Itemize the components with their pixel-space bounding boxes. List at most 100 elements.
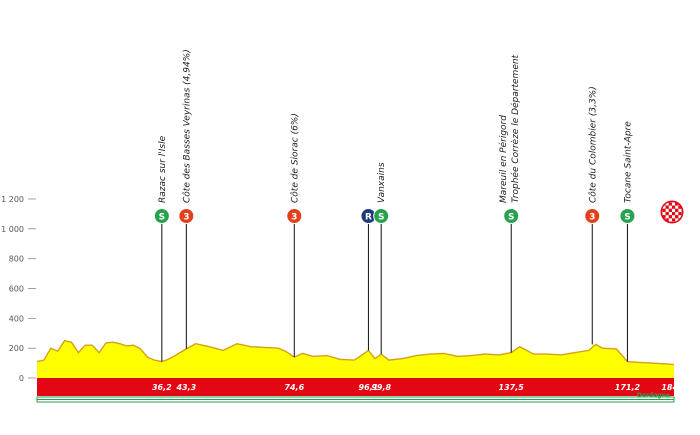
finish-marker [660, 200, 684, 224]
marker-letter: 3 [589, 212, 595, 222]
distance-band [37, 378, 674, 396]
climb-marker [286, 208, 303, 224]
finish-check [668, 205, 672, 209]
finish-check [675, 215, 679, 219]
finish-check [662, 212, 666, 216]
km-value-label: 137,5 [499, 383, 525, 392]
point-label: Mareuil en Périgord [498, 115, 509, 203]
finish-check [668, 215, 672, 219]
y-tick-label: 200 [9, 344, 24, 353]
finish-check [665, 215, 669, 219]
distance-band-bar [37, 378, 674, 396]
marker-letter: R [365, 212, 372, 222]
finish-check [672, 215, 676, 219]
profile-line [36, 339, 675, 366]
finish-check [678, 205, 682, 209]
finish-check [665, 202, 669, 206]
marker-letter: 3 [183, 212, 189, 222]
km-value-label: 74,6 [284, 383, 304, 392]
route-points: S Razac sur l'Isle 36,2 3 Côte des Basses Ve… [152, 49, 691, 392]
finish-check [681, 218, 682, 222]
finish-check [681, 208, 682, 212]
region-strip: Dordogne [36, 392, 675, 403]
sprint-marker [153, 208, 170, 224]
finish-check [672, 205, 676, 209]
finish-check [668, 208, 672, 212]
km-value-label: 184,7 [661, 383, 687, 392]
finish-check [678, 215, 682, 219]
finish-check [662, 208, 666, 212]
finish-check [675, 205, 679, 209]
y-tick-label: 600 [9, 285, 24, 294]
finish-check [678, 202, 682, 203]
km-value-label: 96,1 [359, 383, 379, 392]
climb-marker [584, 208, 601, 224]
finish-check [668, 221, 672, 222]
finish-check [672, 202, 676, 206]
finish-check [681, 212, 682, 216]
finish-check [662, 205, 666, 209]
region-label: Dordogne [637, 392, 670, 399]
finish-check [662, 215, 666, 219]
km-unit-label: Km [676, 383, 691, 392]
finish-check [662, 221, 663, 222]
marker-letter: S [508, 212, 514, 222]
y-tick-label: 800 [9, 255, 24, 264]
point-label: Tocane Saint-Apre [623, 121, 633, 203]
finish-check [662, 202, 663, 206]
finish-check [668, 212, 672, 216]
finish-check [681, 202, 682, 206]
finish-check [681, 221, 682, 222]
marker-letter: 3 [291, 212, 297, 222]
finish-checks [662, 202, 682, 222]
km-value-label: 171,2 [615, 383, 641, 392]
y-tick-label: 0 [19, 374, 24, 383]
y-tick-label: 1 200 [1, 195, 24, 204]
sprint-marker [503, 208, 520, 224]
finish-check [662, 212, 663, 216]
finish-check [678, 221, 682, 222]
finish-check [678, 212, 682, 216]
marker-letter: S [378, 212, 384, 222]
point-label: Côte de Siorac (6%) [289, 113, 300, 203]
y-axis: 0 200 400 600 800 1 000 1 200 [1, 195, 36, 383]
finish-check [672, 212, 676, 216]
finish-check [675, 212, 679, 216]
finish-check [675, 202, 679, 206]
point-label: Côte du Colombier (3,3%) [587, 86, 598, 203]
sprint-marker [373, 208, 390, 224]
finish-check [668, 218, 672, 222]
km-value-label: 99,8 [371, 383, 391, 392]
point-label: Razac sur l'Isle [158, 135, 168, 203]
km-value-label: 36,2 [152, 383, 172, 392]
finish-check [672, 202, 676, 203]
marker-letter: S [159, 212, 165, 222]
elevation-profile [36, 339, 675, 378]
climb-marker [178, 208, 195, 224]
finish-check [675, 208, 679, 212]
finish-check [672, 221, 676, 222]
finish-check [662, 221, 666, 222]
finish-check [668, 202, 672, 206]
y-tick-label: 400 [9, 314, 24, 323]
finish-check [662, 202, 663, 203]
finish-check [672, 208, 676, 212]
finish-check [681, 202, 682, 203]
point-label: Vanxains [377, 162, 387, 203]
finish-check [665, 208, 669, 212]
point-label: Côte des Basses Veyrinas (4,94%) [181, 49, 192, 203]
finish-check [662, 208, 663, 212]
finish-check [665, 218, 669, 222]
finish-check [665, 212, 669, 216]
finish-check [668, 202, 672, 203]
finish-check [662, 202, 666, 203]
y-tick-label: 1 000 [1, 225, 24, 234]
km-value-label: 43,3 [175, 383, 196, 392]
point-label-secondary: Trophée Corrèze le Département [510, 54, 521, 203]
finish-check [662, 218, 663, 222]
finish-check [678, 208, 682, 212]
sprint-marker [619, 208, 636, 224]
finish-check [665, 205, 669, 209]
finish-check [672, 218, 676, 222]
